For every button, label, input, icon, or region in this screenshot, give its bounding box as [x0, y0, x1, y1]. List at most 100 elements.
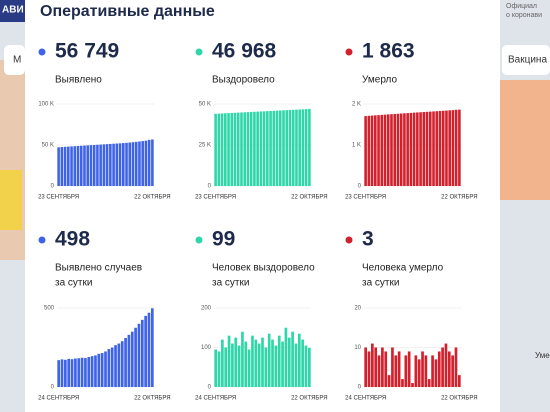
button-text[interactable]: М: [13, 55, 21, 66]
y-tick-label: 20: [354, 306, 361, 312]
bar: [448, 110, 451, 186]
y-tick-label: 10: [354, 345, 361, 351]
vaccine-button[interactable]: [502, 45, 550, 75]
bar: [404, 355, 408, 387]
bar: [217, 351, 221, 387]
bar: [57, 147, 60, 186]
bar: [130, 331, 134, 387]
bar: [266, 111, 269, 186]
bar: [427, 379, 431, 387]
bar: [381, 347, 384, 387]
x-tick-label: 24 СЕНТЯБРЯ: [195, 396, 236, 402]
bar: [231, 343, 234, 387]
y-tick-label: 50 K: [42, 143, 54, 149]
bar: [79, 145, 83, 186]
bar: [94, 355, 97, 387]
bar: [367, 351, 371, 387]
bar: [403, 113, 406, 186]
bar: [247, 349, 251, 387]
bar: [221, 339, 224, 387]
bar: [444, 343, 448, 387]
bar: [386, 114, 390, 186]
y-tick-label: 50 K: [199, 102, 211, 108]
y-tick-label: 0: [358, 385, 362, 391]
bar: [120, 341, 124, 387]
left-button[interactable]: [4, 45, 25, 75]
metric-label: Выявлено: [55, 75, 102, 86]
bar: [104, 351, 107, 387]
bar: [100, 353, 104, 387]
bar: [434, 359, 438, 387]
bar: [110, 347, 114, 387]
bar: [128, 142, 132, 186]
bar: [419, 112, 422, 186]
bar: [240, 112, 243, 186]
bar: [237, 345, 241, 387]
bar: [70, 359, 74, 387]
bar: [243, 112, 247, 186]
y-tick-label: 1 K: [352, 143, 361, 149]
bar: [282, 110, 285, 186]
bar: [414, 355, 418, 387]
headline: 56 749: [55, 40, 119, 63]
bullet: [38, 48, 46, 56]
bar: [445, 110, 448, 186]
bullet: [345, 236, 353, 244]
bar: [105, 144, 109, 186]
bar: [233, 112, 237, 186]
bar: [97, 353, 101, 387]
button-text[interactable]: Вакцина: [508, 55, 547, 66]
x-tick-label: 23 СЕНТЯБРЯ: [345, 195, 386, 201]
bar: [281, 341, 284, 387]
headline: 46 968: [212, 40, 277, 63]
metric-label: Умерло: [362, 75, 398, 86]
bar: [134, 141, 138, 186]
bar: [394, 355, 398, 387]
bar: [370, 115, 374, 186]
metric-label: за сутки: [55, 278, 92, 289]
bar: [285, 110, 289, 186]
bar: [249, 111, 253, 186]
bar: [406, 113, 409, 186]
bar: [99, 144, 102, 186]
bar: [288, 109, 292, 186]
bar: [387, 375, 391, 387]
x-tick-label: 23 СЕНТЯБРЯ: [38, 195, 79, 201]
bar: [86, 145, 90, 186]
bar: [291, 109, 295, 186]
bar: [295, 109, 298, 186]
bar: [374, 115, 377, 186]
map-right: [500, 80, 550, 200]
bar: [364, 347, 368, 387]
bar: [227, 113, 230, 186]
bar: [425, 111, 429, 186]
bar: [275, 110, 279, 186]
bar: [364, 116, 367, 186]
bar: [84, 358, 87, 387]
bar: [374, 347, 378, 387]
metric-label: Выявлено случаев: [55, 263, 142, 274]
bar: [274, 345, 278, 387]
nav-tab: [0, 0, 25, 22]
bar: [377, 355, 381, 387]
bar: [261, 337, 264, 387]
bar: [80, 357, 84, 387]
x-tick-label: 22 ОКТЯБРЯ: [441, 396, 478, 402]
bar: [458, 109, 461, 186]
bar: [272, 110, 276, 186]
x-tick-label: 24 СЕНТЯБРЯ: [38, 396, 79, 402]
bar: [269, 110, 272, 186]
bar: [412, 112, 416, 186]
bar: [141, 141, 144, 186]
bar: [262, 111, 266, 186]
metric-label: Человека умерло: [362, 263, 444, 274]
bar: [234, 337, 238, 387]
bar: [291, 331, 294, 387]
y-tick-label: 0: [208, 184, 212, 190]
bar: [393, 113, 397, 186]
bar: [384, 351, 388, 387]
bar: [230, 112, 234, 186]
bar: [399, 113, 403, 186]
bar: [214, 349, 218, 387]
bar: [107, 349, 111, 387]
